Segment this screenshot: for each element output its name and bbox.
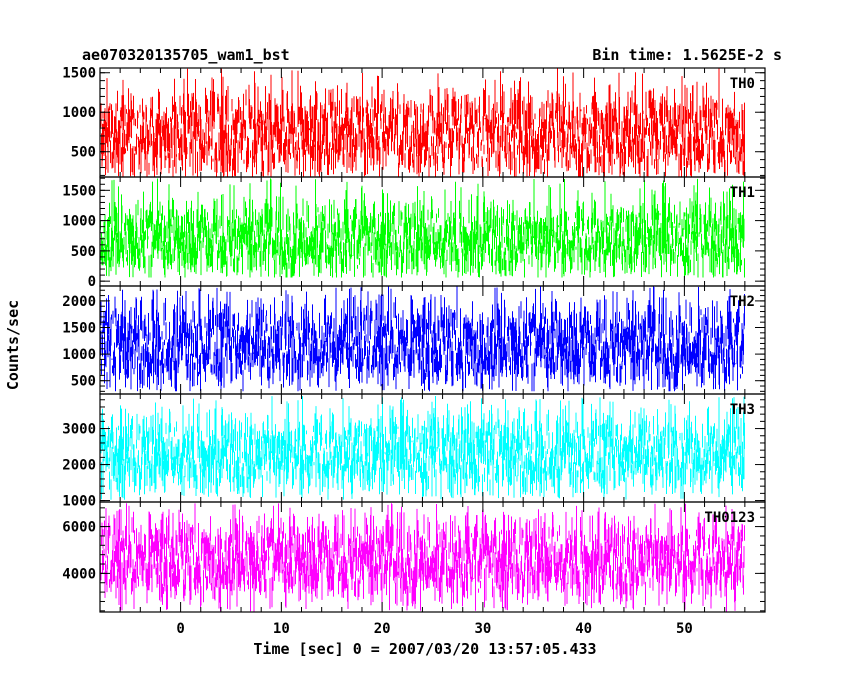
y-tick-label: 2000 — [62, 458, 96, 474]
y-tick-label: 500 — [71, 145, 96, 161]
chart-title: ae070320135705_wam1_bst — [82, 46, 290, 64]
y-tick-label: 1000 — [62, 105, 96, 121]
y-tick-label: 6000 — [62, 520, 96, 536]
panel-label-th1: TH1 — [730, 185, 755, 201]
y-tick-label: 2000 — [62, 294, 96, 310]
x-tick-label: 40 — [575, 621, 592, 637]
panel-label-th0123: TH0123 — [704, 510, 755, 526]
x-tick-label: 50 — [676, 621, 693, 637]
panel-frame — [99, 501, 766, 613]
y-tick-label: 1500 — [62, 183, 96, 199]
y-tick-label: 4000 — [62, 566, 96, 582]
x-axis-label: Time [sec] 0 = 2007/03/20 13:57:05.433 — [253, 640, 596, 658]
panel-label-th0: TH0 — [730, 76, 755, 92]
panels-group: 500 1000 1500 TH0 0 500 1000 1500 TH1 500 1000 1500… — [62, 66, 766, 613]
panel-th0: 500 1000 1500 TH0 — [62, 66, 766, 178]
y-tick-label: 0 — [88, 274, 96, 290]
y-tick-label: 500 — [71, 374, 96, 390]
series-th0123 — [99, 503, 745, 612]
y-tick-label: 1500 — [62, 66, 96, 82]
y-tick-label: 1000 — [62, 214, 96, 230]
y-axis-label: Counts/sec — [4, 300, 22, 390]
panel-th3: 1000 2000 3000 TH3 — [62, 393, 766, 510]
panel-label-th3: TH3 — [730, 402, 755, 418]
bin-time-label: Bin time: 1.5625E-2 s — [592, 46, 782, 64]
series-th1 — [99, 178, 745, 278]
y-tick-label: 3000 — [62, 422, 96, 438]
x-tick-label: 20 — [374, 621, 391, 637]
panel-th2: 500 1000 1500 2000 TH2 — [62, 285, 766, 395]
y-tick-label: 1000 — [62, 494, 96, 510]
x-tick-label: 0 — [176, 621, 184, 637]
panel-th1: 0 500 1000 1500 TH1 — [62, 176, 766, 290]
panel-label-th2: TH2 — [730, 294, 755, 310]
series-th3 — [99, 396, 745, 500]
series-th0 — [99, 68, 745, 177]
panel-th0123: 4000 6000 TH0123 — [62, 501, 766, 613]
x-axis: 0 10 20 30 40 50 — [176, 621, 692, 637]
x-tick-label: 10 — [273, 621, 290, 637]
x-tick-label: 30 — [474, 621, 491, 637]
y-tick-label: 1000 — [62, 347, 96, 363]
y-tick-label: 1500 — [62, 320, 96, 336]
y-tick-label: 500 — [71, 244, 96, 260]
series-th2 — [99, 286, 745, 392]
